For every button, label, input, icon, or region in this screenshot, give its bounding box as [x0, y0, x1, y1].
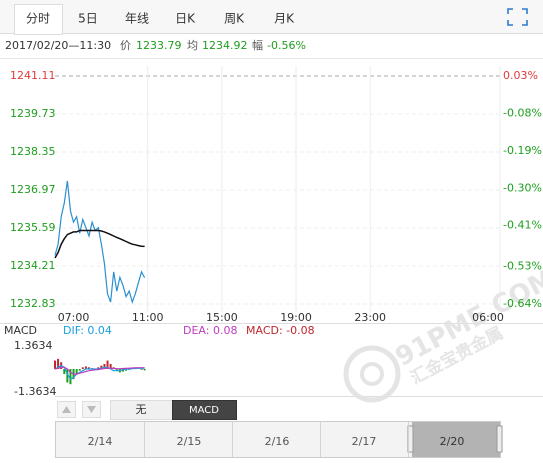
arrow-icon — [87, 406, 96, 413]
x-tick-label: 11:00 — [132, 311, 164, 324]
macd-bar — [109, 363, 112, 369]
y-tick-label: 1238.35 — [10, 145, 56, 158]
fullscreen-icon[interactable] — [507, 8, 528, 26]
navigator-date: 2/14 — [88, 435, 113, 448]
info-label: 价 — [120, 39, 131, 52]
macd-bar — [115, 369, 118, 371]
tab[interactable]: 月K — [274, 12, 295, 26]
info-label: 均 — [187, 39, 198, 52]
indicator-tab-selected[interactable] — [172, 400, 237, 420]
navigator-date: 2/17 — [352, 435, 377, 448]
y2-tick-label: -0.08% — [503, 106, 542, 119]
arrow-icon — [62, 406, 71, 413]
price-line — [54, 229, 145, 259]
y2-tick-label: -0.19% — [503, 144, 542, 157]
watermark-logo — [360, 362, 384, 386]
tab[interactable]: 5日 — [78, 12, 98, 26]
macd-bar — [84, 366, 87, 369]
macd-bar — [66, 369, 69, 383]
macd-title: MACD — [4, 324, 37, 337]
price-line — [54, 180, 146, 305]
y2-tick-label: 0.03% — [503, 69, 538, 82]
macd-line — [54, 366, 145, 375]
y-tick-label: 1234.21 — [10, 259, 56, 272]
navigator-dividers — [144, 422, 409, 457]
macd-line — [54, 364, 145, 380]
macd-bar — [78, 369, 81, 371]
y-tick-label: -1.3634 — [14, 385, 56, 398]
info-value: -0.56% — [267, 39, 306, 52]
macd-bar — [143, 369, 146, 371]
watermark: 91PME.COM 汇金宝贵金属 — [343, 264, 543, 403]
macd-bar — [54, 360, 56, 369]
navigator-handle[interactable] — [496, 425, 503, 453]
macd-bar — [69, 369, 72, 385]
macd-bar — [81, 367, 84, 369]
navigator-date: 2/15 — [177, 435, 202, 448]
legend-entry: MACD: -0.08 — [246, 324, 315, 337]
x-tick-label: 15:00 — [206, 311, 238, 324]
x-tick-label: 06:00 — [472, 311, 504, 324]
macd-bar — [125, 369, 128, 371]
macd-bar — [140, 369, 143, 370]
macd-bar — [63, 369, 66, 375]
macd-bar — [106, 360, 109, 369]
legend-entry: DIF: 0.04 — [63, 324, 112, 337]
y-tick-label: 1239.73 — [10, 107, 56, 120]
x-tick-label: 23:00 — [354, 311, 386, 324]
watermark-logo — [343, 345, 401, 403]
y2-tick-label: -0.30% — [503, 181, 542, 194]
macd-bar — [100, 365, 103, 369]
navigator-window[interactable] — [412, 422, 500, 457]
x-tick-label: 07:00 — [58, 311, 90, 324]
info-value: 1234.92 — [202, 39, 248, 52]
indicator-label: MACD — [189, 405, 219, 416]
tab[interactable]: 分时 — [26, 12, 50, 26]
legend-entry: DEA: 0.08 — [183, 324, 237, 337]
tab-bar — [0, 0, 543, 34]
indicator-label: 无 — [136, 403, 147, 416]
y2-tick-label: -0.64% — [503, 297, 542, 310]
tab[interactable]: 周K — [224, 12, 245, 26]
y-tick-label: 1.3634 — [14, 339, 53, 352]
info-label: 幅 — [252, 39, 263, 52]
y-tick-label: 1241.11 — [10, 69, 56, 82]
y2-tick-label: -0.41% — [503, 219, 542, 232]
macd-bar — [57, 358, 60, 369]
y2-tick-label: -0.53% — [503, 260, 542, 273]
macd-bar — [87, 367, 90, 369]
y-tick-label: 1236.97 — [10, 183, 56, 196]
tab[interactable]: 年线 — [125, 12, 149, 26]
y-tick-label: 1235.59 — [10, 221, 56, 234]
macd-bar — [75, 369, 78, 375]
x-tick-label: 19:00 — [280, 311, 312, 324]
tab[interactable]: 日K — [175, 12, 196, 26]
macd-bar — [103, 363, 106, 369]
info-datetime: 2017/02/20—11:30 — [5, 39, 111, 52]
tab-selected — [14, 4, 63, 35]
navigator-date: 2/16 — [265, 435, 290, 448]
y-tick-label: 1232.83 — [10, 297, 56, 310]
macd-bar — [97, 367, 100, 369]
navigator-date: 2/20 — [440, 435, 465, 448]
info-value: 1233.79 — [136, 39, 182, 52]
